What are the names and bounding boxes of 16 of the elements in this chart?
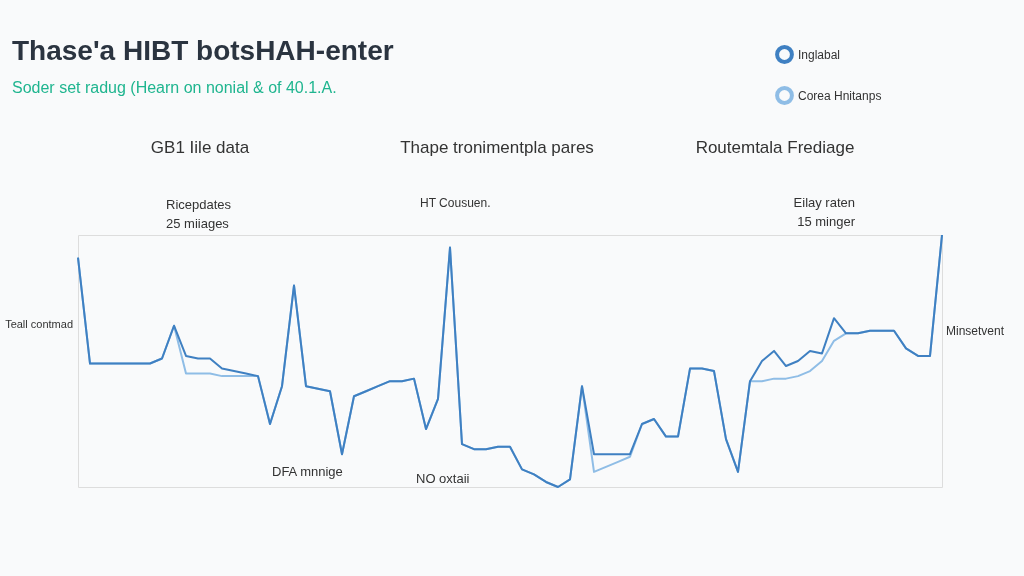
annotation: DFA mnnige [272,464,343,479]
text: Routemtala Frediage [695,138,855,157]
chart-title: Thase'a HIBT botsHAH-enter [12,35,394,66]
text: 25 miiages [166,216,230,231]
legend-label: Inglabal [798,47,841,62]
text: Ricepdates [166,197,232,212]
text: Thape tronimentpla pares [400,138,594,157]
text: Minsetvent [946,324,1005,338]
annotation: NO oxtaii [416,471,470,486]
legend-label: Corea Hnitanps [798,88,882,103]
chart-subtitle: Soder set radug (Hearn on nonial & of 40.1.A. [12,79,337,96]
text: HT Cousuen. [420,196,491,210]
text: 15 minger [797,214,856,229]
text: GB1 Iile data [150,138,250,157]
text: Teall contmad [5,318,73,330]
text: Eilay raten [793,195,855,210]
